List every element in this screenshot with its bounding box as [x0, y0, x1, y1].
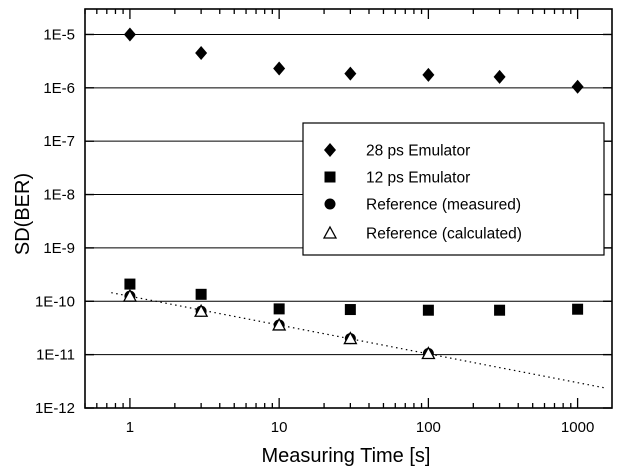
y-axis-title: SD(BER) [12, 173, 34, 255]
legend-marker-diamond [324, 143, 336, 157]
legend-label: 12 ps Emulator [366, 170, 470, 187]
point-diamond [123, 27, 136, 42]
x-tick-labels: 1 10 100 1000 [126, 419, 595, 436]
x-tick-label: 1 [126, 419, 134, 436]
legend-box [302, 122, 605, 256]
point-diamond [422, 67, 435, 82]
y-tick-label: 1E-12 [35, 400, 75, 417]
point-triangle [421, 346, 436, 360]
point-square [422, 304, 434, 316]
x-tick-label: 100 [416, 419, 441, 436]
y-tick-label: 1E-7 [43, 133, 75, 150]
y-tick-label: 1E-6 [43, 80, 75, 97]
y-tick-label: 1E-5 [43, 26, 75, 43]
legend-marker-square [324, 171, 336, 183]
legend-label: Reference (measured) [366, 197, 521, 214]
point-diamond [195, 45, 208, 60]
fit-line [111, 292, 605, 389]
point-diamond [493, 69, 506, 84]
legend-entries: 28 ps Emulator 12 ps Emulator Reference (m… [322, 143, 522, 243]
point-square [494, 304, 506, 316]
point-triangle [272, 317, 287, 331]
x-axis-title: Measuring Time [s] [262, 445, 431, 467]
x-ticks [84, 9, 579, 408]
legend-label: 28 ps Emulator [366, 143, 470, 160]
point-triangle [122, 288, 138, 302]
plot-frame [84, 8, 613, 409]
x-tick-label: 1000 [561, 419, 594, 436]
legend-marker-triangle [322, 225, 338, 239]
x-tick-label: 10 [271, 419, 288, 436]
y-tick-label: 1E-11 [36, 347, 75, 364]
y-tick-label: 1E-10 [35, 293, 75, 310]
point-diamond [344, 66, 357, 81]
point-triangle [343, 331, 358, 345]
point-square [572, 303, 584, 315]
data-points [122, 27, 584, 360]
y-ticks [85, 33, 612, 409]
point-triangle [194, 303, 209, 317]
legend: 28 ps Emulator 12 ps Emulator Reference (m… [302, 122, 605, 256]
y-tick-label: 1E-9 [43, 240, 75, 257]
y-tick-label: 1E-8 [43, 187, 75, 204]
legend-label: Reference (calculated) [366, 226, 522, 243]
point-square [344, 304, 356, 316]
point-square [124, 278, 136, 290]
legend-marker-circle [324, 198, 336, 210]
point-square [273, 303, 285, 315]
point-diamond [571, 79, 584, 94]
y-tick-labels: 1E-5 1E-6 1E-7 1E-8 1E-9 1E-10 1E-11 1E-12 [35, 26, 75, 417]
point-diamond [273, 61, 286, 76]
point-square [195, 288, 207, 300]
